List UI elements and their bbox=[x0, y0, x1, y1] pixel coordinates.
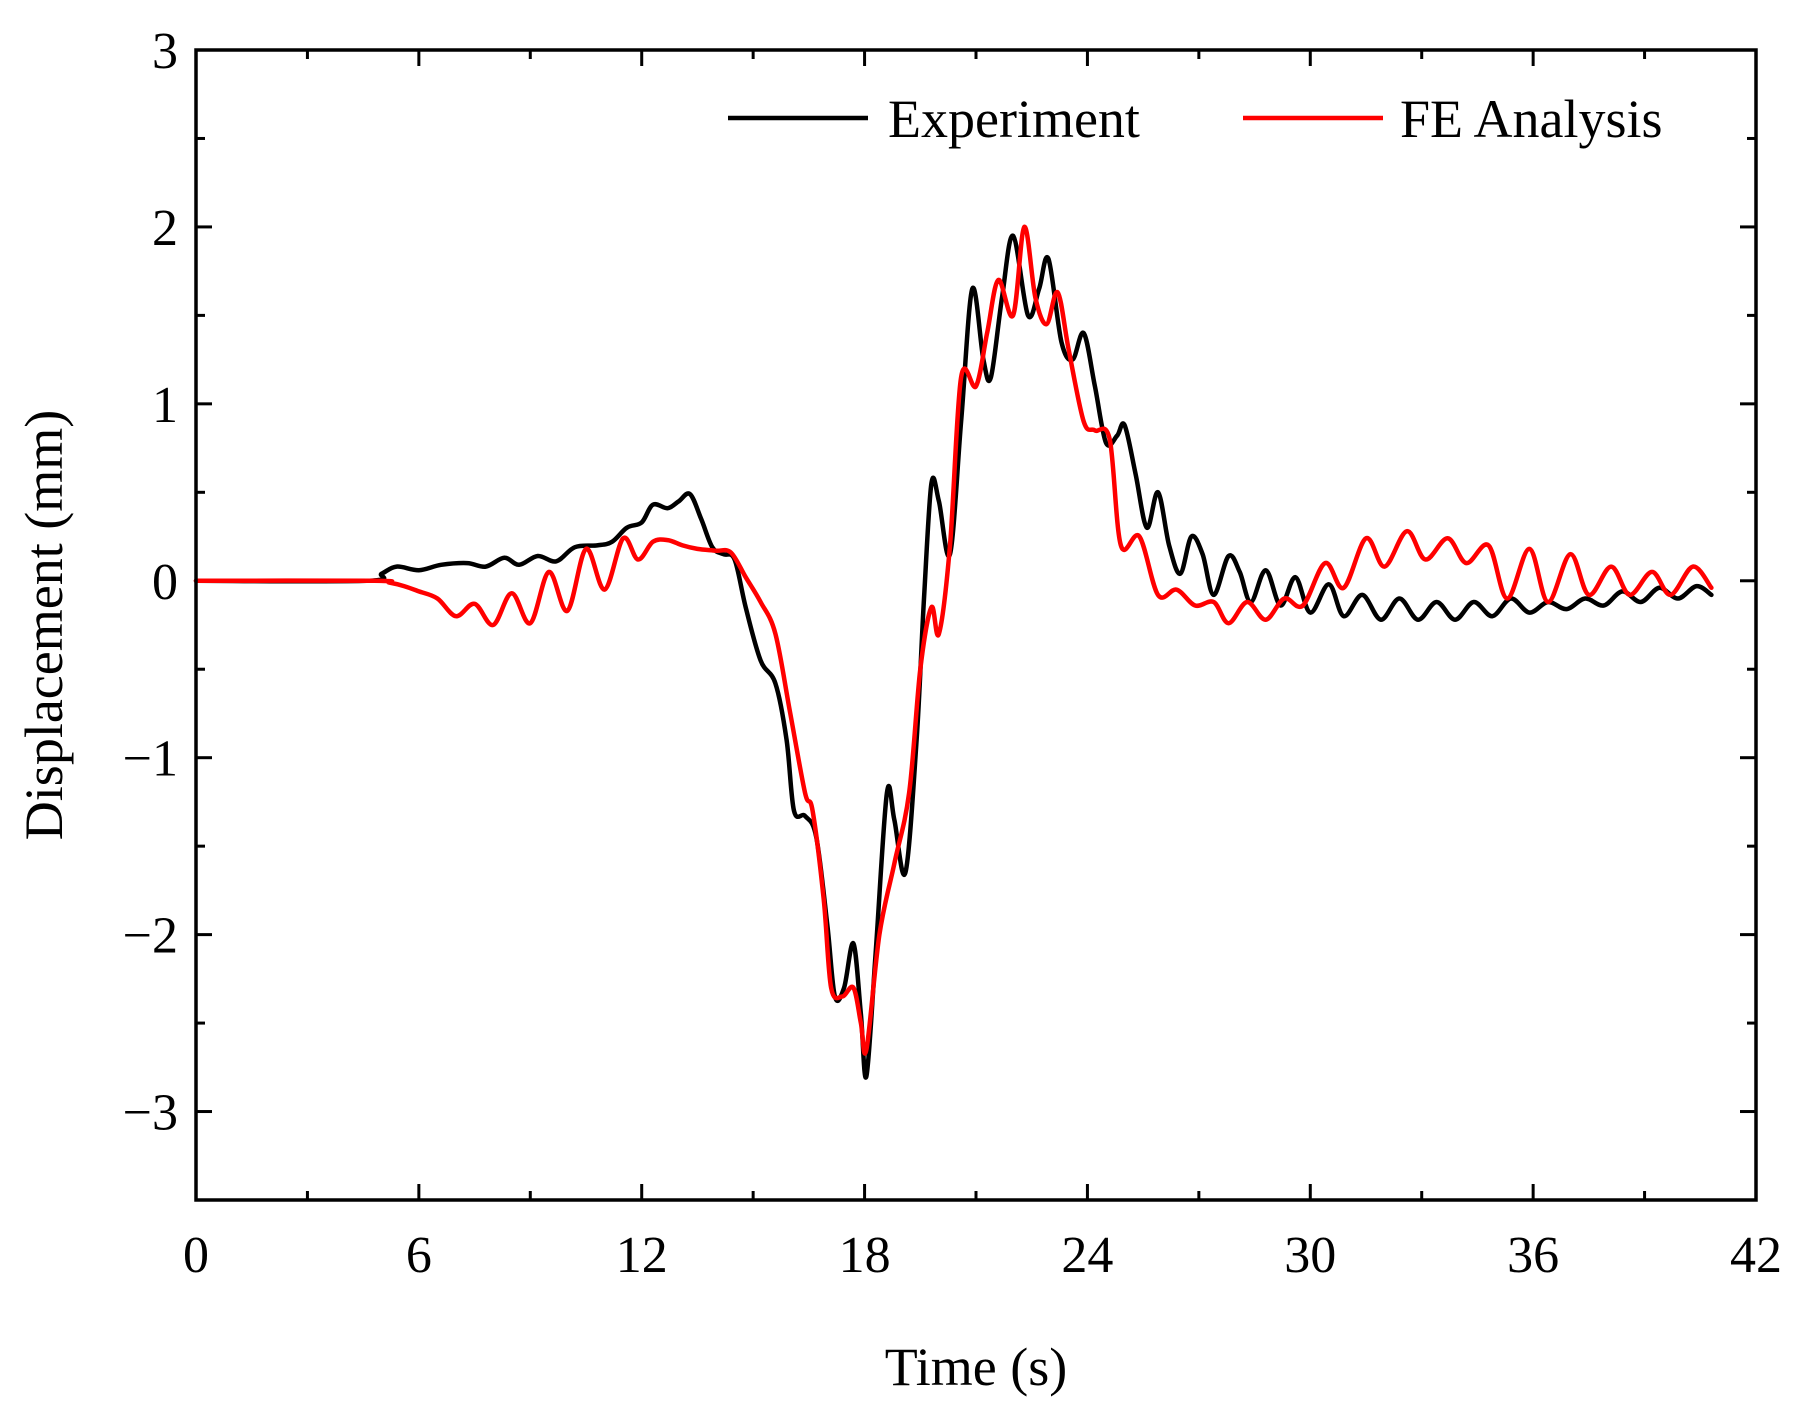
x-tick-label: 30 bbox=[1284, 1227, 1336, 1284]
x-axis-title: Time (s) bbox=[885, 1337, 1068, 1397]
x-tick-label: 6 bbox=[406, 1227, 432, 1284]
y-tick-label: 1 bbox=[152, 377, 178, 434]
plot-frame bbox=[194, 48, 1758, 1202]
x-tick-label: 36 bbox=[1507, 1227, 1559, 1284]
y-tick-label: 0 bbox=[152, 554, 178, 611]
legend-fe-analysis-label: FE Analysis bbox=[1400, 89, 1663, 149]
series-layer bbox=[193, 224, 1714, 1080]
y-tick-label: −1 bbox=[123, 731, 178, 788]
series-line-fe-analysis bbox=[193, 224, 1714, 1056]
y-tick-label: 3 bbox=[152, 23, 178, 80]
series-line-experiment bbox=[193, 233, 1714, 1080]
x-tick-label: 12 bbox=[616, 1227, 668, 1284]
x-tick-label: 18 bbox=[839, 1227, 891, 1284]
x-tick-label: 0 bbox=[183, 1227, 209, 1284]
legend-experiment-label: Experiment bbox=[888, 89, 1140, 149]
legend: Experiment FE Analysis bbox=[728, 89, 1663, 149]
y-tick-label: 2 bbox=[152, 200, 178, 257]
x-tick-label: 42 bbox=[1730, 1227, 1782, 1284]
x-tick-label: 24 bbox=[1061, 1227, 1113, 1284]
y-axis-title: Displacement (mm) bbox=[14, 410, 74, 840]
y-tick-label: −3 bbox=[123, 1085, 178, 1142]
y-tick-label: −2 bbox=[123, 908, 178, 965]
